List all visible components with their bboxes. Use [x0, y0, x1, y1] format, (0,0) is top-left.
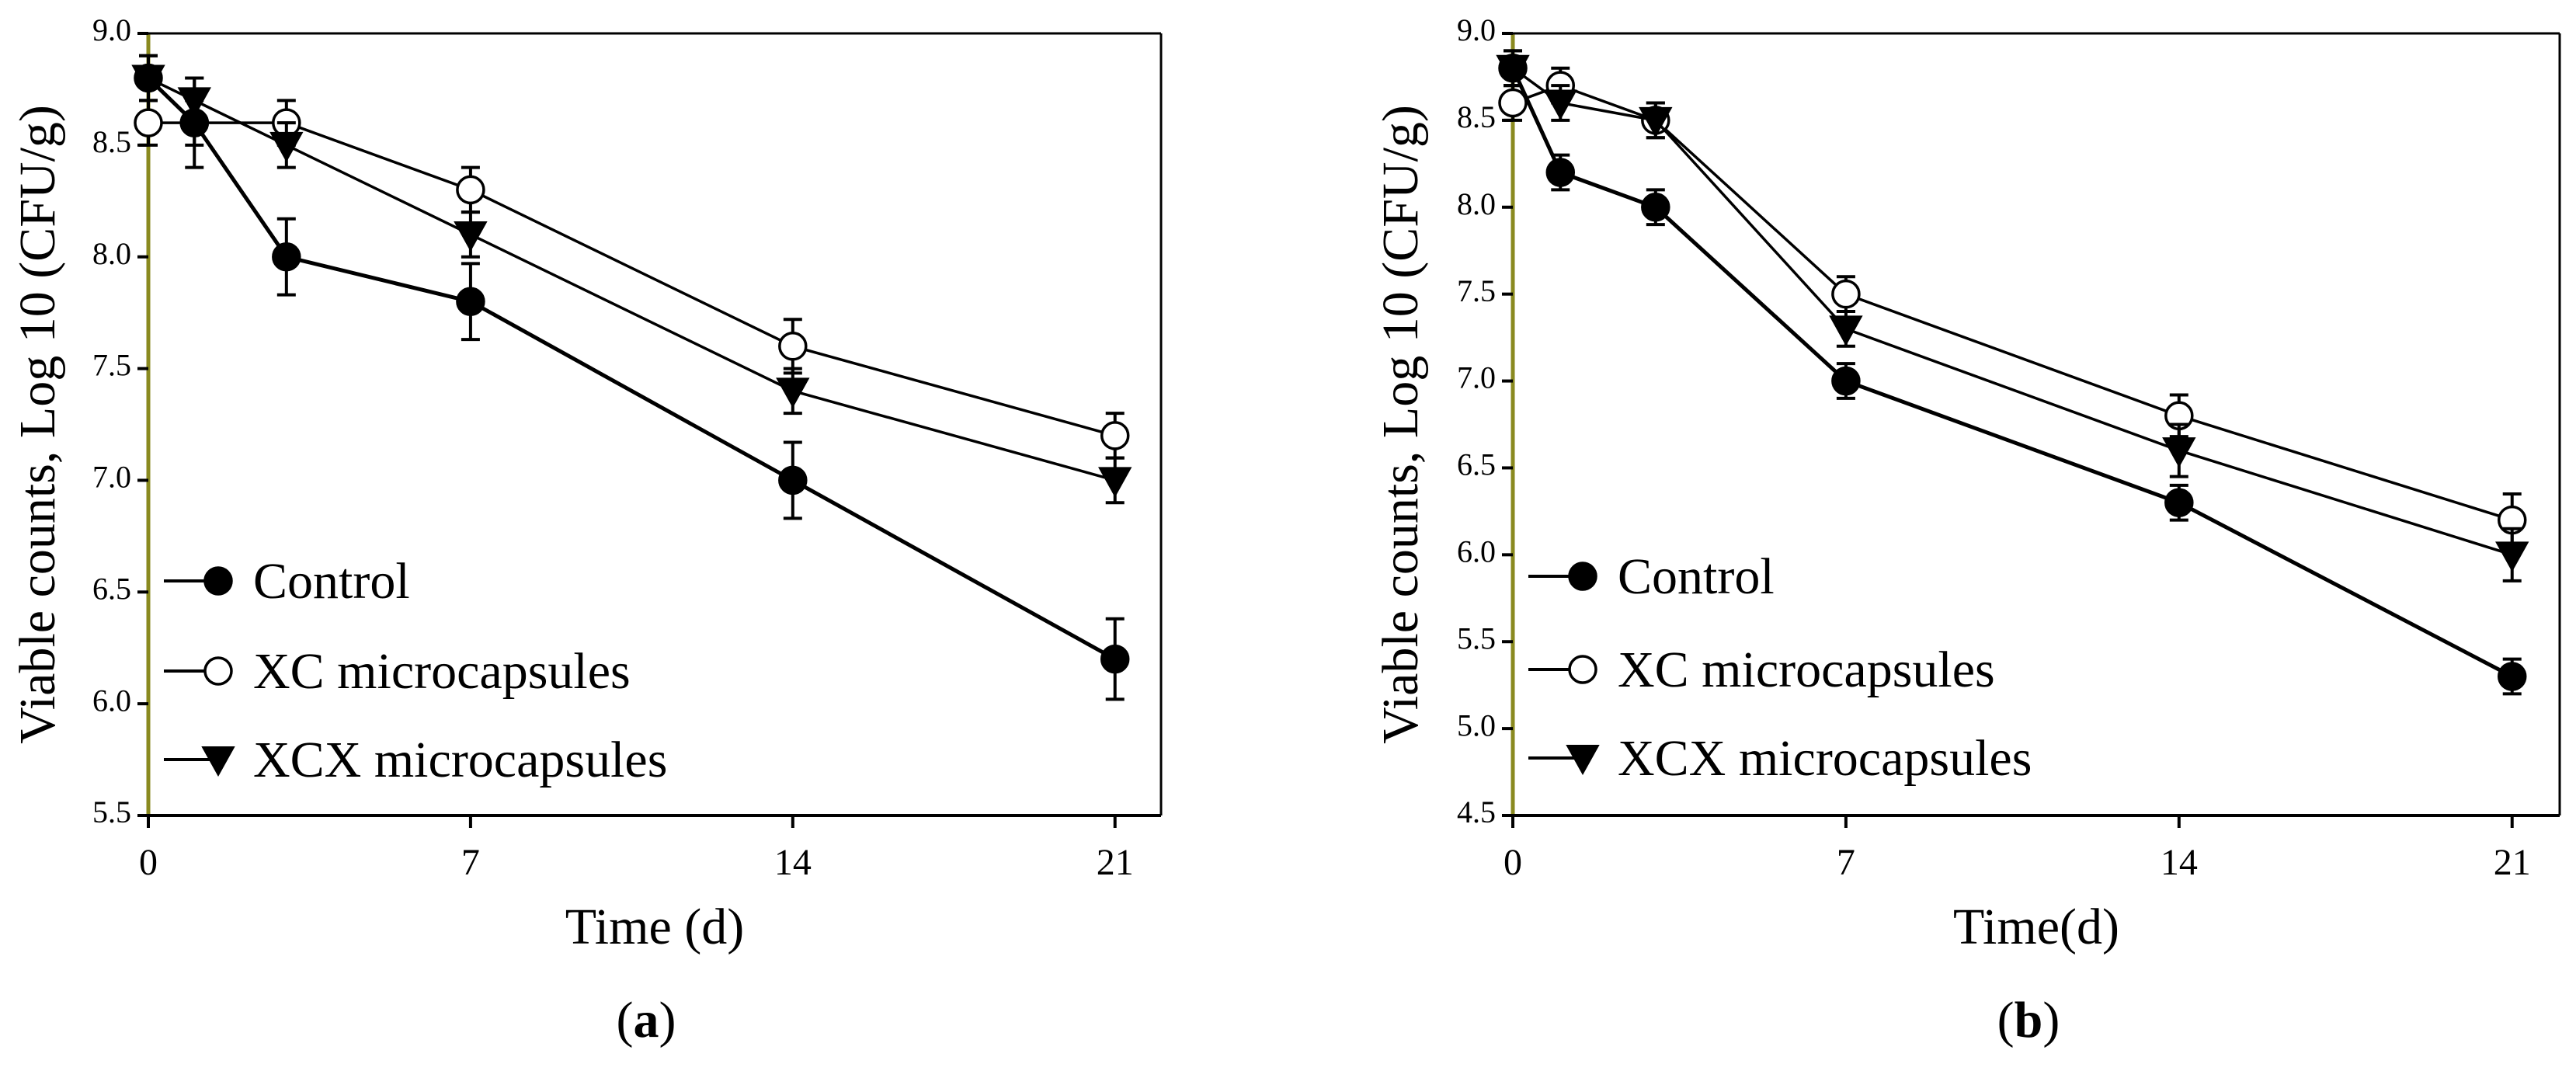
series-xc-microcapsules: [1498, 66, 2527, 548]
legend-label: XC microcapsules: [1618, 642, 1995, 698]
data-point: [776, 377, 810, 409]
x-tick-label: 7: [461, 842, 480, 883]
legend-label: XC microcapsules: [253, 643, 631, 700]
data-point: [1831, 279, 1861, 309]
x-tick-label: 21: [1097, 842, 1134, 883]
panel-label-letter: b: [2015, 992, 2043, 1048]
y-tick-label: 6.5: [1457, 447, 1496, 482]
series-control: [1498, 49, 2527, 696]
data-point: [454, 221, 488, 252]
data-point: [456, 287, 485, 317]
legend-label: XCX microcapsules: [1618, 730, 2032, 787]
y-tick-label: 6.0: [92, 683, 131, 718]
data-point: [179, 108, 210, 137]
legend-marker: [203, 566, 233, 596]
y-tick-label: 7.0: [92, 460, 131, 495]
data-point: [134, 108, 163, 137]
data-point: [1100, 644, 1130, 674]
legend-marker: [201, 746, 235, 777]
y-tick-label: 6.0: [1457, 534, 1496, 569]
data-point: [1545, 158, 1576, 187]
series-line: [1511, 67, 2513, 557]
data-point: [2164, 488, 2194, 517]
y-tick-label: 5.0: [1457, 708, 1496, 742]
data-point: [1829, 315, 1863, 346]
data-point: [269, 131, 304, 162]
series-line: [1512, 84, 2513, 522]
data-point: [1100, 421, 1130, 450]
y-tick-label: 5.5: [92, 795, 131, 829]
data-point: [1498, 88, 1528, 118]
legend-label: Control: [253, 553, 410, 610]
legend-marker: [1568, 562, 1597, 591]
legend-marker: [1566, 745, 1600, 776]
panel-label-letter: a: [634, 992, 659, 1048]
data-point: [272, 242, 301, 272]
data-point: [778, 465, 808, 496]
data-point: [134, 63, 163, 93]
y-tick-label: 4.5: [1457, 795, 1496, 829]
y-tick-label: 7.5: [92, 348, 131, 383]
data-point: [2497, 662, 2527, 691]
x-tick-label: 21: [2494, 842, 2531, 883]
y-tick-label: 6.5: [92, 571, 131, 606]
y-tick-label: 9.0: [1457, 12, 1496, 47]
y-tick-label: 7.5: [1457, 273, 1496, 308]
panel-label-open-paren: (: [1997, 992, 2015, 1048]
y-tick-label: 7.0: [1457, 360, 1496, 395]
data-point: [456, 175, 485, 205]
y-tick-label: 8.0: [1457, 186, 1496, 221]
x-tick-label: 7: [1837, 842, 1855, 883]
y-tick-label: 8.0: [92, 236, 131, 271]
data-point: [2162, 437, 2196, 468]
x-tick-label: 0: [139, 842, 158, 883]
data-point: [1543, 89, 1577, 120]
y-axis-title: Viable counts, Log 10 (CFU/g): [1372, 105, 1429, 744]
panel-label-close-paren: ): [659, 992, 676, 1048]
chart-panel-a: 5.5 6.0 6.5 7.0 7.5 8.0 8.5 9.0 0 7 14 21 Time (d) Vi…: [9, 12, 1163, 1048]
y-tick-label: 8.5: [1457, 99, 1496, 134]
x-tick-label: 14: [774, 842, 812, 883]
series-line: [148, 121, 1116, 437]
legend: Control XC microcapsules XCX microcapsules: [164, 553, 667, 788]
data-point: [1639, 106, 1673, 137]
x-tick-label: 14: [2161, 842, 2198, 883]
series-xcx-microcapsules: [131, 54, 1132, 505]
data-point: [1641, 193, 1670, 222]
panel-label-open-paren: (: [617, 992, 634, 1048]
panel-label: (a): [617, 992, 676, 1048]
legend: Control XC microcapsules XCX microcapsules: [1528, 548, 2032, 787]
data-point: [1498, 54, 1528, 83]
data-point: [2495, 541, 2529, 572]
x-axis-title: Time(d): [1953, 899, 2119, 955]
y-axis-title: Viable counts, Log 10 (CFU/g): [9, 105, 66, 744]
series-control: [134, 54, 1130, 701]
legend-marker: [203, 656, 233, 686]
y-tick-label: 5.5: [1457, 621, 1496, 655]
legend-marker: [1568, 655, 1597, 684]
panel-label-close-paren: ): [2042, 992, 2060, 1048]
y-tick-label: 9.0: [92, 12, 131, 47]
y-tick-label: 8.5: [92, 124, 131, 159]
legend-label: Control: [1618, 548, 1775, 605]
data-point: [1831, 366, 1861, 396]
x-axis-title: Time (d): [565, 899, 744, 955]
x-tick-label: 0: [1504, 842, 1522, 883]
data-point: [1098, 467, 1132, 498]
panel-label: (b): [1997, 992, 2060, 1048]
data-point: [778, 332, 808, 361]
legend-label: XCX microcapsules: [253, 732, 667, 788]
chart-panel-b: 4.5 5.0 5.5 6.0 6.5 7.0 7.5 8.0 8.5 9.0 0 7 14 21 Time…: [1372, 12, 2561, 1048]
series-xcx-microcapsules: [1496, 49, 2529, 582]
